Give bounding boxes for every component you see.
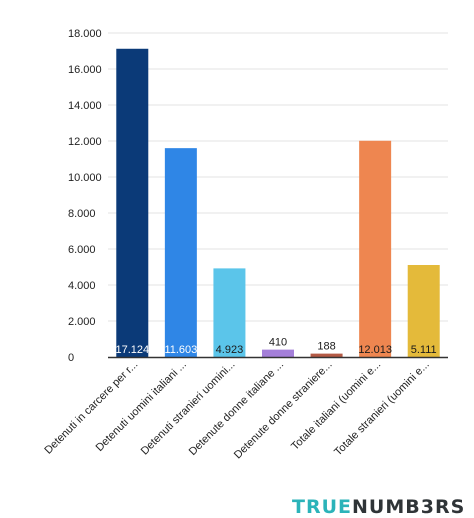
- x-tick-label: Detenuti in carcere per r...: [42, 359, 140, 457]
- y-tick-label: 0: [68, 352, 74, 364]
- bar: [262, 349, 294, 357]
- x-tick-label: Detenute donne straniere...: [232, 359, 335, 462]
- data-label: 188: [317, 341, 335, 353]
- x-tick-label: Detenute donne italiane ...: [187, 359, 286, 458]
- x-tick-label: Detenuti stranieri uomini...: [139, 359, 238, 458]
- data-label: 4.923: [216, 344, 244, 356]
- data-label: 12.013: [358, 344, 392, 356]
- y-tick-label: 2.000: [68, 316, 96, 328]
- bar: [407, 265, 440, 357]
- y-tick-label: 6.000: [68, 244, 96, 256]
- bar: [116, 48, 149, 357]
- y-tick-label: 16.000: [68, 64, 102, 76]
- data-label: 410: [269, 337, 287, 349]
- y-tick-label: 12.000: [68, 136, 102, 148]
- y-tick-label: 10.000: [68, 172, 102, 184]
- bar: [310, 353, 343, 357]
- bar: [359, 140, 392, 357]
- truenumbers-logo: TRUENUMB3RS: [292, 496, 466, 518]
- y-tick-label: 4.000: [68, 280, 96, 292]
- x-tick-label: Totale italiani (uomini e...: [289, 359, 383, 453]
- y-tick-label: 8.000: [68, 208, 96, 220]
- x-tick-label: Detenuti uomini italiani ...: [94, 359, 189, 454]
- y-tick-label: 18.000: [68, 28, 102, 40]
- y-tick-label: 14.000: [68, 100, 102, 112]
- data-label: 5.111: [411, 344, 437, 356]
- data-label: 17.124: [115, 344, 149, 356]
- data-label: 11.603: [164, 344, 197, 356]
- x-tick-label: Totale stranieri (uomini e...: [332, 359, 432, 459]
- bar: [164, 148, 197, 357]
- bar: [213, 268, 246, 357]
